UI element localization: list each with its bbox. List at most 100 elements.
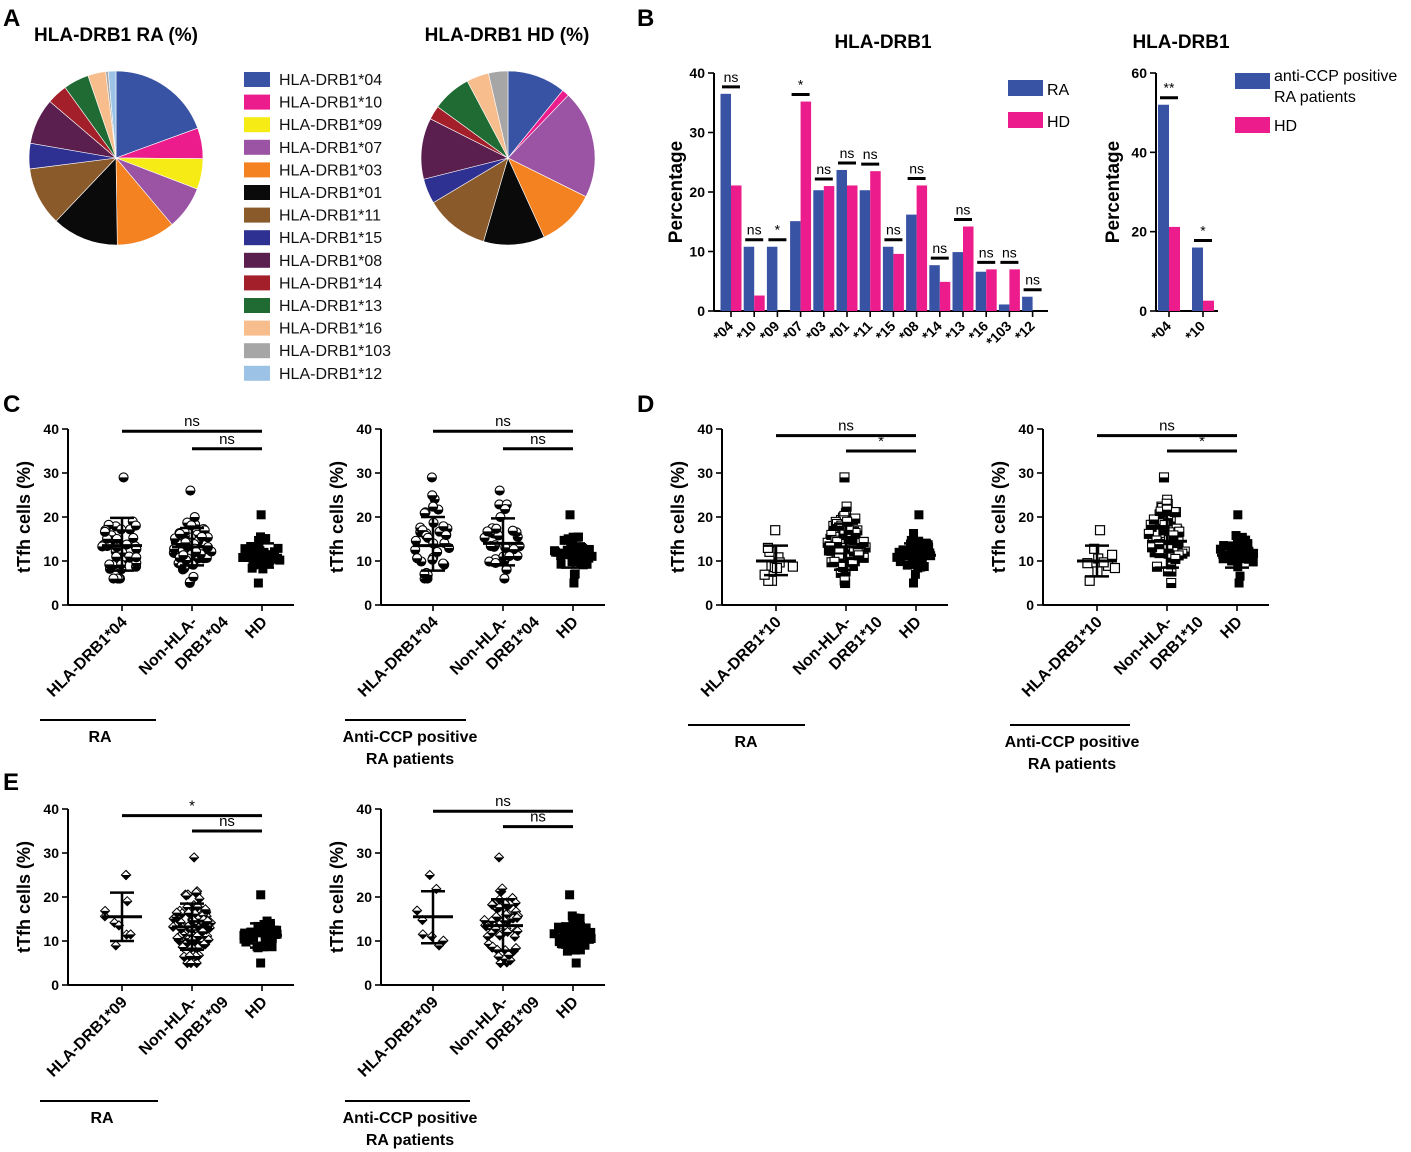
bar-ra bbox=[859, 190, 871, 311]
scatter-d2: tTfh cells (%) 0 10 20 30 40 HLA-DRB1*10 Non-HL… bbox=[989, 418, 1269, 773]
scatter-ylabel: tTfh cells (%) bbox=[14, 461, 34, 573]
point-half-circle bbox=[494, 485, 505, 496]
scatter-y-tick-label: 0 bbox=[705, 597, 713, 613]
scatter-category-label: HLA-DRB1*10 bbox=[698, 614, 785, 701]
pie-legend-swatch bbox=[244, 252, 270, 268]
scatter-e1: tTfh cells (%) 0 10 20 30 40 HLA-DRB1*09 Non-HL… bbox=[14, 798, 294, 1127]
point-half-square bbox=[1168, 530, 1179, 541]
point-half-square bbox=[839, 472, 850, 483]
bar-ra bbox=[743, 246, 755, 311]
bar-chart-1-title: HLA-DRB1 bbox=[834, 32, 932, 53]
scatter-category-label: HLA-DRB1*09 bbox=[355, 994, 442, 1081]
point-half-circle bbox=[482, 526, 493, 537]
scatter-ylabel: tTfh cells (%) bbox=[668, 461, 688, 573]
point-open-square bbox=[770, 525, 781, 536]
bar-y-tick-label: 40 bbox=[689, 65, 705, 81]
point-half-square bbox=[1148, 514, 1159, 525]
point-hd bbox=[244, 552, 254, 562]
point-half-circle bbox=[108, 573, 119, 584]
point-hd bbox=[559, 535, 569, 545]
bar-y-tick-label: 40 bbox=[1131, 144, 1147, 160]
point-half-diamond bbox=[188, 852, 200, 863]
point-half-square bbox=[839, 575, 850, 586]
point-hd bbox=[256, 958, 266, 968]
point-half-diamond bbox=[171, 907, 182, 918]
bar-ra bbox=[1158, 104, 1169, 311]
point-half-circle bbox=[131, 552, 142, 563]
point-half-circle bbox=[104, 559, 115, 570]
point-half-diamond bbox=[192, 901, 203, 912]
scatter-y-tick-label: 40 bbox=[356, 421, 372, 437]
pie-ra bbox=[28, 70, 204, 246]
scatter-comparison-label: ns bbox=[530, 809, 546, 826]
point-open-square bbox=[1106, 549, 1118, 560]
scatter-c2: tTfh cells (%) 0 10 20 30 40 HLA-DRB1*04 Non-HL… bbox=[327, 413, 605, 768]
pie-legend-label: HLA-DRB1*07 bbox=[279, 140, 382, 157]
scatter-y-tick-label: 10 bbox=[356, 553, 372, 569]
scatter-category-label: HLA-DRB1*04 bbox=[355, 614, 442, 701]
bar-y-tick-label: 20 bbox=[1131, 224, 1147, 240]
point-half-circle bbox=[438, 558, 449, 569]
scatter-y-tick-label: 20 bbox=[697, 509, 713, 525]
point-hd bbox=[253, 578, 263, 588]
point-half-diamond bbox=[203, 934, 214, 945]
scatter-comparison-label: ns bbox=[495, 413, 511, 430]
bar-chart-allele-frequency: HLA-DRB1 Percentage 0 10 20 30 40 *04 ns *10 ns *… bbox=[666, 32, 1070, 349]
point-hd bbox=[573, 532, 583, 542]
pie-legend-label: HLA-DRB1*13 bbox=[279, 298, 382, 315]
pie-legend-swatch bbox=[244, 343, 270, 359]
bar-chart-anti-ccp: HLA-DRB1 Percentage 0 20 40 60 *04 ** *10 * ant… bbox=[1103, 32, 1397, 344]
scatter-y-tick-label: 40 bbox=[1018, 421, 1034, 437]
bar-ra bbox=[882, 246, 894, 311]
pie-legend-swatch bbox=[244, 94, 270, 110]
scatter-comparison-label: ns bbox=[530, 431, 546, 448]
bar-hd bbox=[893, 253, 904, 311]
bar-y-tick-label: 30 bbox=[689, 125, 705, 141]
point-hd bbox=[258, 564, 268, 574]
point-half-diamond bbox=[417, 929, 429, 940]
bar-category-label: *10 bbox=[733, 318, 759, 344]
bar-category-label: *103 bbox=[983, 318, 1015, 350]
point-hd bbox=[263, 937, 273, 947]
point-hd bbox=[251, 545, 261, 555]
point-hd bbox=[1237, 532, 1247, 542]
scatter-category-label: HD bbox=[553, 614, 581, 642]
panel-label-b: B bbox=[637, 5, 654, 32]
point-half-diamond bbox=[99, 905, 111, 917]
point-hd bbox=[562, 545, 572, 555]
legend-label-line: RA patients bbox=[1274, 89, 1356, 106]
point-half-circle bbox=[426, 472, 437, 483]
bar-ra bbox=[929, 265, 940, 311]
pie-legend-swatch bbox=[244, 365, 270, 381]
point-hd bbox=[571, 958, 581, 968]
scatter-ylabel: tTfh cells (%) bbox=[14, 841, 34, 953]
bar-significance-label: * bbox=[798, 77, 804, 93]
point-hd bbox=[565, 510, 575, 520]
point-hd bbox=[906, 535, 916, 545]
point-hd bbox=[572, 940, 582, 950]
scatter-y-tick-label: 20 bbox=[1018, 509, 1034, 525]
scatter-y-tick-label: 20 bbox=[356, 509, 372, 525]
bar-category-label: *01 bbox=[826, 318, 852, 344]
pie-slice-hla-drb1-07 bbox=[507, 94, 596, 198]
bar-significance-label: ns bbox=[747, 222, 762, 238]
legend-label-hd-2: HD bbox=[1274, 118, 1297, 135]
point-hd bbox=[270, 547, 280, 557]
bar-hd bbox=[963, 226, 974, 311]
scatter-group-label: Anti-CCP positive RA patients bbox=[343, 729, 478, 768]
bar-hd bbox=[986, 269, 997, 311]
panel-a-pie-charts: HLA-DRB1 RA (%) HLA-DRB1 HD (%) HLA-DRB1… bbox=[28, 25, 596, 383]
bar-hd bbox=[800, 101, 812, 311]
bar-chart-1-legend: RA HD bbox=[1008, 80, 1070, 131]
point-half-square bbox=[1170, 553, 1181, 564]
scatter-group-label: RA bbox=[90, 1110, 114, 1127]
bar-category-label: *04 bbox=[710, 318, 736, 344]
bar-hd bbox=[731, 185, 742, 311]
pie-legend-label: HLA-DRB1*08 bbox=[279, 253, 382, 270]
pie-legend-label: HLA-DRB1*12 bbox=[279, 366, 382, 383]
point-hd bbox=[256, 532, 266, 542]
point-half-diamond bbox=[184, 950, 195, 962]
point-hd bbox=[255, 928, 265, 938]
point-half-diamond bbox=[486, 899, 498, 910]
scatter-y-tick-label: 30 bbox=[697, 465, 713, 481]
